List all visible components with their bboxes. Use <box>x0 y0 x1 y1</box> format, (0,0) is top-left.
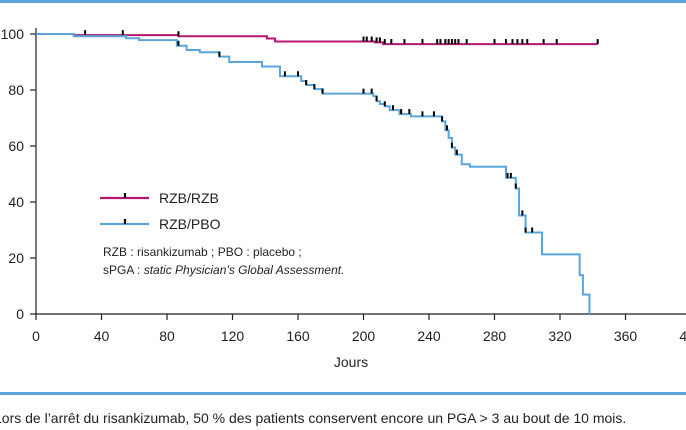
y-tick-label: 0 <box>16 306 24 322</box>
x-tick-label: 280 <box>483 328 507 344</box>
y-tick-label: 80 <box>8 82 24 98</box>
legend: RZB/RZB RZB/PBO <box>100 190 221 232</box>
x-tick-label: 360 <box>614 328 638 344</box>
y-tick-label: 100 <box>1 26 25 42</box>
abbreviations-note: RZB : risankizumab ; PBO : placebo ; sPG… <box>103 245 344 277</box>
x-tick-label: 40 <box>94 328 110 344</box>
abbreviations-line-2-italic: static Physician’s Global Assessment. <box>144 263 345 277</box>
legend-label-rzb-rzb: RZB/RZB <box>159 190 219 206</box>
x-tick-label: 400 <box>679 328 686 344</box>
x-axis-ticks: 0 40 80 120 160 200 240 280 320 360 400 <box>32 314 686 344</box>
y-tick-label: 20 <box>8 250 24 266</box>
x-tick-label: 240 <box>417 328 441 344</box>
km-chart: 0 40 80 120 160 200 240 280 320 360 400 0 20 40 60 80 1… <box>1 26 686 370</box>
y-tick-label: 60 <box>8 138 24 154</box>
abbreviations-line-2: sPGA : static Physician’s Global Assessm… <box>103 263 344 277</box>
legend-item-rzb-pbo: RZB/PBO <box>100 216 221 232</box>
y-tick-label: 40 <box>8 194 24 210</box>
x-tick-label: 200 <box>352 328 376 344</box>
x-tick-label: 80 <box>159 328 175 344</box>
series-rzb-pbo <box>36 33 591 314</box>
series-rzb-rzb <box>36 30 599 46</box>
x-tick-label: 120 <box>221 328 245 344</box>
top-rule <box>0 0 686 3</box>
legend-label-rzb-pbo: RZB/PBO <box>159 216 221 232</box>
x-axis-title: Jours <box>334 354 368 370</box>
x-tick-label: 320 <box>548 328 572 344</box>
abbreviations-line-1: RZB : risankizumab ; PBO : placebo ; <box>103 245 302 259</box>
abbreviations-line-2-prefix: sPGA : <box>103 263 144 277</box>
y-axis-ticks: 0 20 40 60 80 100 <box>1 26 36 322</box>
survival-curve-rzb-rzb <box>36 33 598 46</box>
figure-caption: Lors de l’arrêt du risankizumab, 50 % de… <box>0 410 627 426</box>
x-tick-label: 160 <box>286 328 310 344</box>
survival-curve-rzb-pbo <box>36 33 591 314</box>
series-layer <box>36 30 599 314</box>
legend-item-rzb-rzb: RZB/RZB <box>100 190 219 206</box>
bottom-rule <box>0 392 686 395</box>
x-tick-label: 0 <box>32 328 40 344</box>
